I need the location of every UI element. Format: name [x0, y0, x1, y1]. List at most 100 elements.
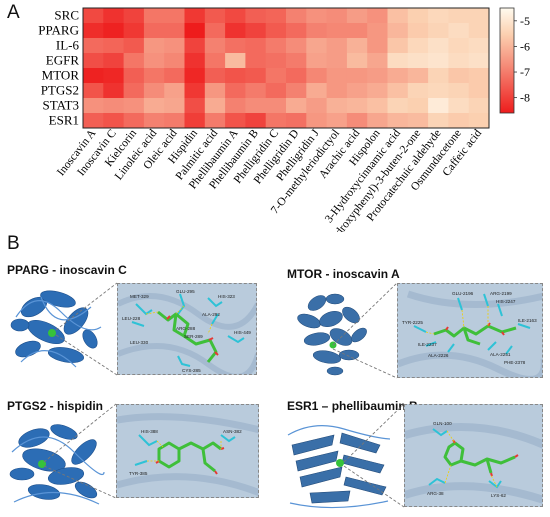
heatmap-cell — [306, 68, 327, 84]
colorbar-tick-label: -7 — [520, 65, 530, 79]
heatmap-cell — [143, 113, 165, 129]
heatmap-cell — [184, 113, 206, 129]
heatmap-cell — [265, 8, 287, 24]
heatmap-cell — [286, 83, 307, 99]
heatmap-cell — [407, 23, 429, 39]
residue-label: GLN-100 — [433, 421, 452, 426]
residue-label: SER-289 — [184, 334, 203, 339]
colorbar-tick-label: -8 — [520, 91, 530, 105]
heatmap-cell — [204, 38, 226, 54]
heatmap-cell — [123, 83, 145, 99]
protein-structure-ptgs2 — [9, 424, 105, 505]
heatmap-cell — [387, 23, 409, 39]
heatmap-cell — [83, 23, 104, 39]
heatmap-cell — [346, 38, 368, 54]
heatmap-cell — [123, 38, 145, 54]
heatmap-cell — [164, 23, 185, 39]
heatmap-cell — [204, 113, 226, 129]
heatmap-cell — [143, 98, 165, 114]
heatmap-cell — [448, 23, 470, 39]
heatmap-cell — [225, 38, 246, 54]
heatmap-cell — [204, 83, 226, 99]
residue-label: ILE-2237 — [418, 342, 437, 347]
residue-label: CYS-285 — [182, 368, 201, 373]
row-label: STAT3 — [42, 98, 79, 113]
residue-label: TYR-2225 — [402, 320, 423, 325]
heatmap-cell — [286, 53, 307, 69]
heatmap-cell — [387, 38, 409, 54]
heatmap-cell — [265, 68, 287, 84]
heatmap-cell — [265, 53, 287, 69]
heatmap-cell — [225, 98, 246, 114]
heatmap-cell — [143, 23, 165, 39]
heatmap-cell — [407, 98, 429, 114]
zoom-panel-ptgs2: HIS-388 TYR-385 ASN-382 — [116, 404, 259, 498]
heatmap-cell — [286, 38, 307, 54]
heatmap-cell — [326, 113, 348, 129]
heatmap-cell — [306, 38, 327, 54]
residue-label: GLU-295 — [176, 289, 195, 294]
heatmap-cell — [367, 83, 388, 99]
colorbar — [499, 7, 515, 114]
residue-label: ILE-2163 — [518, 318, 537, 323]
residue-label: ARG-38 — [427, 491, 444, 496]
zoom-panel-mtor: GLU-2196 ARG-2199 TYR-2225 HIS-2247 ILE-… — [397, 283, 543, 378]
heatmap-cell — [468, 113, 490, 129]
heatmap-cell — [204, 53, 226, 69]
heatmap-cell — [83, 53, 104, 69]
residue-label: ALA-2251 — [490, 352, 511, 357]
heatmap-cell — [123, 23, 145, 39]
heatmap-cell — [164, 83, 185, 99]
row-label: PTGS2 — [41, 83, 79, 98]
dock-title-esr1: ESR1 – phellibaumin B — [287, 399, 418, 413]
heatmap-cell — [468, 68, 490, 84]
heatmap-cell — [164, 68, 185, 84]
heatmap-cell — [286, 98, 307, 114]
residue-label: HIS-388 — [141, 429, 158, 434]
residue-label: HIS-323 — [218, 294, 235, 299]
heatmap-cell — [346, 23, 368, 39]
heatmap-cell — [326, 83, 348, 99]
heatmap-cell — [448, 68, 470, 84]
heatmap-cell — [143, 8, 165, 24]
heatmap-cell — [103, 53, 124, 69]
heatmap-cell — [387, 98, 409, 114]
heatmap-cell — [245, 53, 267, 69]
residue-label: HIS-449 — [234, 330, 251, 335]
heatmap-cell — [204, 98, 226, 114]
row-label: MTOR — [42, 68, 80, 83]
heatmap-cell — [367, 68, 388, 84]
heatmap-cell — [346, 68, 368, 84]
heatmap-frame — [82, 7, 490, 129]
heatmap-cell — [143, 53, 165, 69]
heatmap-cell — [265, 113, 287, 129]
heatmap-cell — [225, 8, 246, 24]
heatmap-cell — [448, 38, 470, 54]
heatmap-cell — [468, 83, 490, 99]
row-label: IL-6 — [56, 38, 80, 53]
heatmap-cell — [326, 23, 348, 39]
heatmap-cell — [103, 83, 124, 99]
heatmap-cell — [428, 8, 449, 24]
heatmap-cell — [164, 38, 185, 54]
heatmap-cell — [164, 113, 185, 129]
heatmap-cell — [225, 53, 246, 69]
heatmap-cell — [448, 83, 470, 99]
heatmap-cell — [326, 53, 348, 69]
heatmap-cell — [83, 98, 104, 114]
heatmap-cell — [83, 113, 104, 129]
heatmap-cell — [225, 113, 246, 129]
heatmap-cell — [103, 23, 124, 39]
heatmap-cell — [83, 83, 104, 99]
heatmap-cell — [123, 68, 145, 84]
heatmap-cell — [428, 98, 449, 114]
residue-label: ASN-382 — [223, 429, 242, 434]
heatmap-cell — [204, 23, 226, 39]
panel-b-label: B — [7, 233, 20, 254]
heatmap-cell — [407, 53, 429, 69]
heatmap-cell — [428, 53, 449, 69]
residue-label: ALA-292 — [202, 312, 220, 317]
heatmap-cell — [306, 113, 327, 129]
